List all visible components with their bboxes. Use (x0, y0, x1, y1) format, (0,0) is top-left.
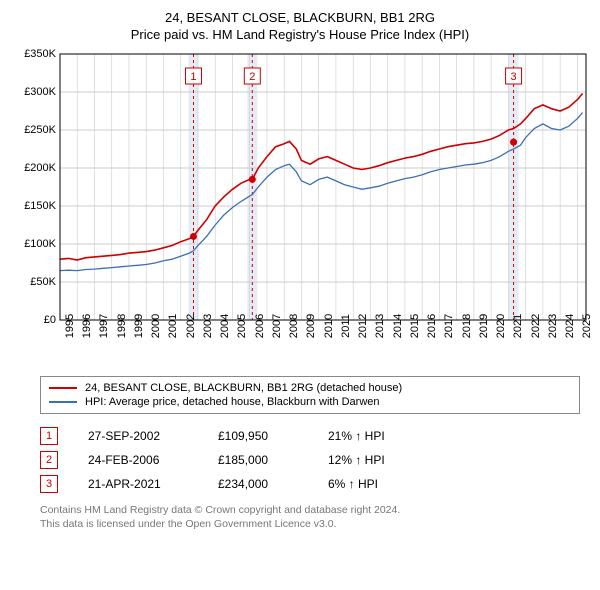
x-tick-label: 2023 (547, 314, 559, 338)
legend-item: 24, BESANT CLOSE, BLACKBURN, BB1 2RG (de… (49, 381, 571, 395)
x-tick-label: 2013 (374, 314, 386, 338)
marker-pct: 12% ↑ HPI (328, 453, 418, 467)
marker-row: 1 27-SEP-2002 £109,950 21% ↑ HPI (40, 424, 590, 448)
x-tick-label: 2000 (150, 314, 162, 338)
x-tick-label: 2019 (478, 314, 490, 338)
marker-pct: 21% ↑ HPI (328, 429, 418, 443)
marker-badge: 1 (40, 427, 58, 445)
footnote: Contains HM Land Registry data © Crown c… (40, 504, 590, 531)
svg-text:1: 1 (190, 71, 196, 83)
x-tick-label: 2007 (271, 314, 283, 338)
x-tick-label: 2014 (392, 314, 404, 338)
legend-label: 24, BESANT CLOSE, BLACKBURN, BB1 2RG (de… (85, 382, 402, 394)
x-tick-label: 2012 (357, 314, 369, 338)
y-tick-label: £300K (24, 86, 56, 98)
y-tick-label: £200K (24, 162, 56, 174)
footnote-line: This data is licensed under the Open Gov… (40, 518, 590, 532)
marker-date: 24-FEB-2006 (88, 453, 188, 467)
marker-price: £234,000 (218, 477, 298, 491)
x-tick-label: 2008 (288, 314, 300, 338)
marker-table: 1 27-SEP-2002 £109,950 21% ↑ HPI 2 24-FE… (40, 424, 590, 496)
x-tick-label: 2002 (185, 314, 197, 338)
marker-date: 21-APR-2021 (88, 477, 188, 491)
marker-row: 3 21-APR-2021 £234,000 6% ↑ HPI (40, 472, 590, 496)
marker-date: 27-SEP-2002 (88, 429, 188, 443)
footnote-line: Contains HM Land Registry data © Crown c… (40, 504, 590, 518)
legend-label: HPI: Average price, detached house, Blac… (85, 396, 380, 408)
x-tick-label: 2016 (426, 314, 438, 338)
x-tick-label: 1995 (64, 314, 76, 338)
x-tick-label: 2021 (512, 314, 524, 338)
x-tick-label: 2020 (495, 314, 507, 338)
marker-badge: 2 (40, 451, 58, 469)
x-tick-label: 2005 (236, 314, 248, 338)
x-tick-label: 2022 (530, 314, 542, 338)
chart-subtitle: Price paid vs. HM Land Registry's House … (10, 27, 590, 42)
marker-row: 2 24-FEB-2006 £185,000 12% ↑ HPI (40, 448, 590, 472)
x-tick-label: 2010 (323, 314, 335, 338)
x-tick-label: 2017 (443, 314, 455, 338)
svg-text:2: 2 (249, 71, 255, 83)
x-tick-label: 2011 (340, 314, 352, 338)
x-tick-label: 2001 (167, 314, 179, 338)
figure-container: 24, BESANT CLOSE, BLACKBURN, BB1 2RG Pri… (0, 0, 600, 539)
marker-pct: 6% ↑ HPI (328, 477, 418, 491)
svg-text:3: 3 (511, 71, 517, 83)
y-tick-label: £50K (30, 276, 56, 288)
x-tick-label: 2024 (564, 314, 576, 338)
legend-swatch (49, 401, 77, 403)
x-tick-label: 2025 (581, 314, 593, 338)
x-tick-label: 2009 (305, 314, 317, 338)
y-tick-label: £150K (24, 200, 56, 212)
y-tick-label: £250K (24, 124, 56, 136)
x-tick-label: 1996 (81, 314, 93, 338)
y-tick-label: £350K (24, 48, 56, 60)
x-tick-label: 2015 (409, 314, 421, 338)
x-tick-label: 2018 (461, 314, 473, 338)
legend-swatch (49, 387, 77, 389)
chart-area: 1 2 3 £0 £50K £100K £150K £200K £250K £300K £350K… (10, 50, 590, 370)
x-tick-label: 1999 (133, 314, 145, 338)
x-tick-label: 2004 (219, 314, 231, 338)
x-tick-label: 2003 (202, 314, 214, 338)
x-tick-label: 1998 (116, 314, 128, 338)
y-tick-label: £100K (24, 238, 56, 250)
x-tick-label: 2006 (254, 314, 266, 338)
legend-item: HPI: Average price, detached house, Blac… (49, 395, 571, 409)
legend: 24, BESANT CLOSE, BLACKBURN, BB1 2RG (de… (40, 376, 580, 414)
marker-price: £185,000 (218, 453, 298, 467)
y-tick-label: £0 (44, 314, 56, 326)
chart-title: 24, BESANT CLOSE, BLACKBURN, BB1 2RG (10, 10, 590, 25)
x-tick-label: 1997 (98, 314, 110, 338)
marker-badge: 3 (40, 475, 58, 493)
marker-price: £109,950 (218, 429, 298, 443)
